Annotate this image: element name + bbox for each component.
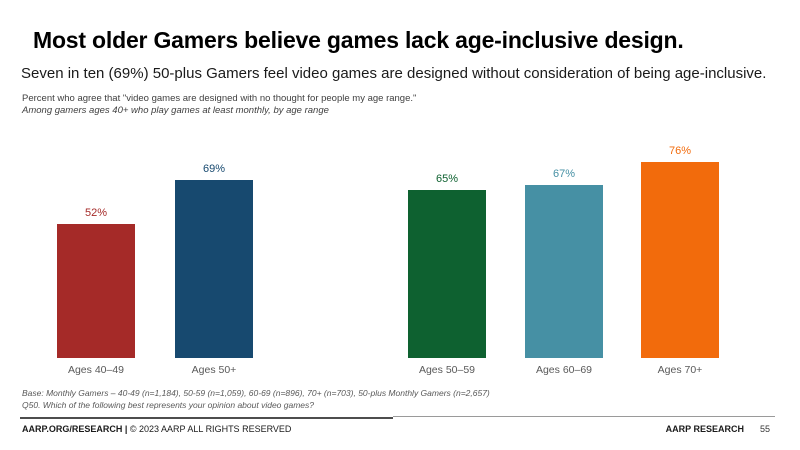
- bar-4-value-label: 67%: [552, 168, 576, 180]
- bar-2: [175, 180, 253, 358]
- question-note: Percent who agree that "video games are …: [22, 93, 417, 104]
- subtitle: Seven in ten (69%) 50-plus Gamers feel v…: [21, 65, 767, 82]
- bar-5-category-label: Ages 70+: [657, 364, 703, 376]
- bar-4-category-label: Ages 60–69: [535, 364, 593, 376]
- bar-4: [525, 185, 603, 358]
- bar-1-category-label: Ages 40–49: [67, 364, 125, 376]
- footer-divider-right: [393, 416, 775, 417]
- footer-divider-left: [20, 417, 393, 419]
- bar-5: [641, 162, 719, 358]
- page-number: 55: [759, 424, 770, 434]
- bar-3-value-label: 65%: [435, 173, 459, 185]
- footer-copyright: AARP.ORG/RESEARCH | © 2023 AARP ALL RIGH…: [22, 424, 291, 434]
- footnote-question: Q50. Which of the following best represe…: [22, 400, 315, 410]
- footer-brand: AARP RESEARCH: [665, 424, 744, 434]
- bar-3: [408, 190, 486, 358]
- bar-1-value-label: 52%: [84, 207, 108, 219]
- bar-chart: 52% Ages 40–49 69% Ages 50+ 65% Ages 50–59 67%…: [0, 140, 800, 390]
- bar-5-value-label: 76%: [668, 145, 692, 157]
- bar-2-category-label: Ages 50+: [191, 364, 237, 376]
- bar-1: [57, 224, 135, 358]
- footnote-base: Base: Monthly Gamers – 40-49 (n=1,184), …: [22, 388, 490, 398]
- population-note: Among gamers ages 40+ who play games at …: [22, 105, 329, 116]
- footer-site-label: AARP.ORG/RESEARCH |: [22, 424, 128, 434]
- bar-2-value-label: 69%: [202, 163, 226, 175]
- bar-3-category-label: Ages 50–59: [418, 364, 476, 376]
- footer-rights-label: © 2023 AARP ALL RIGHTS RESERVED: [127, 424, 292, 434]
- page-title: Most older Gamers believe games lack age…: [33, 27, 684, 53]
